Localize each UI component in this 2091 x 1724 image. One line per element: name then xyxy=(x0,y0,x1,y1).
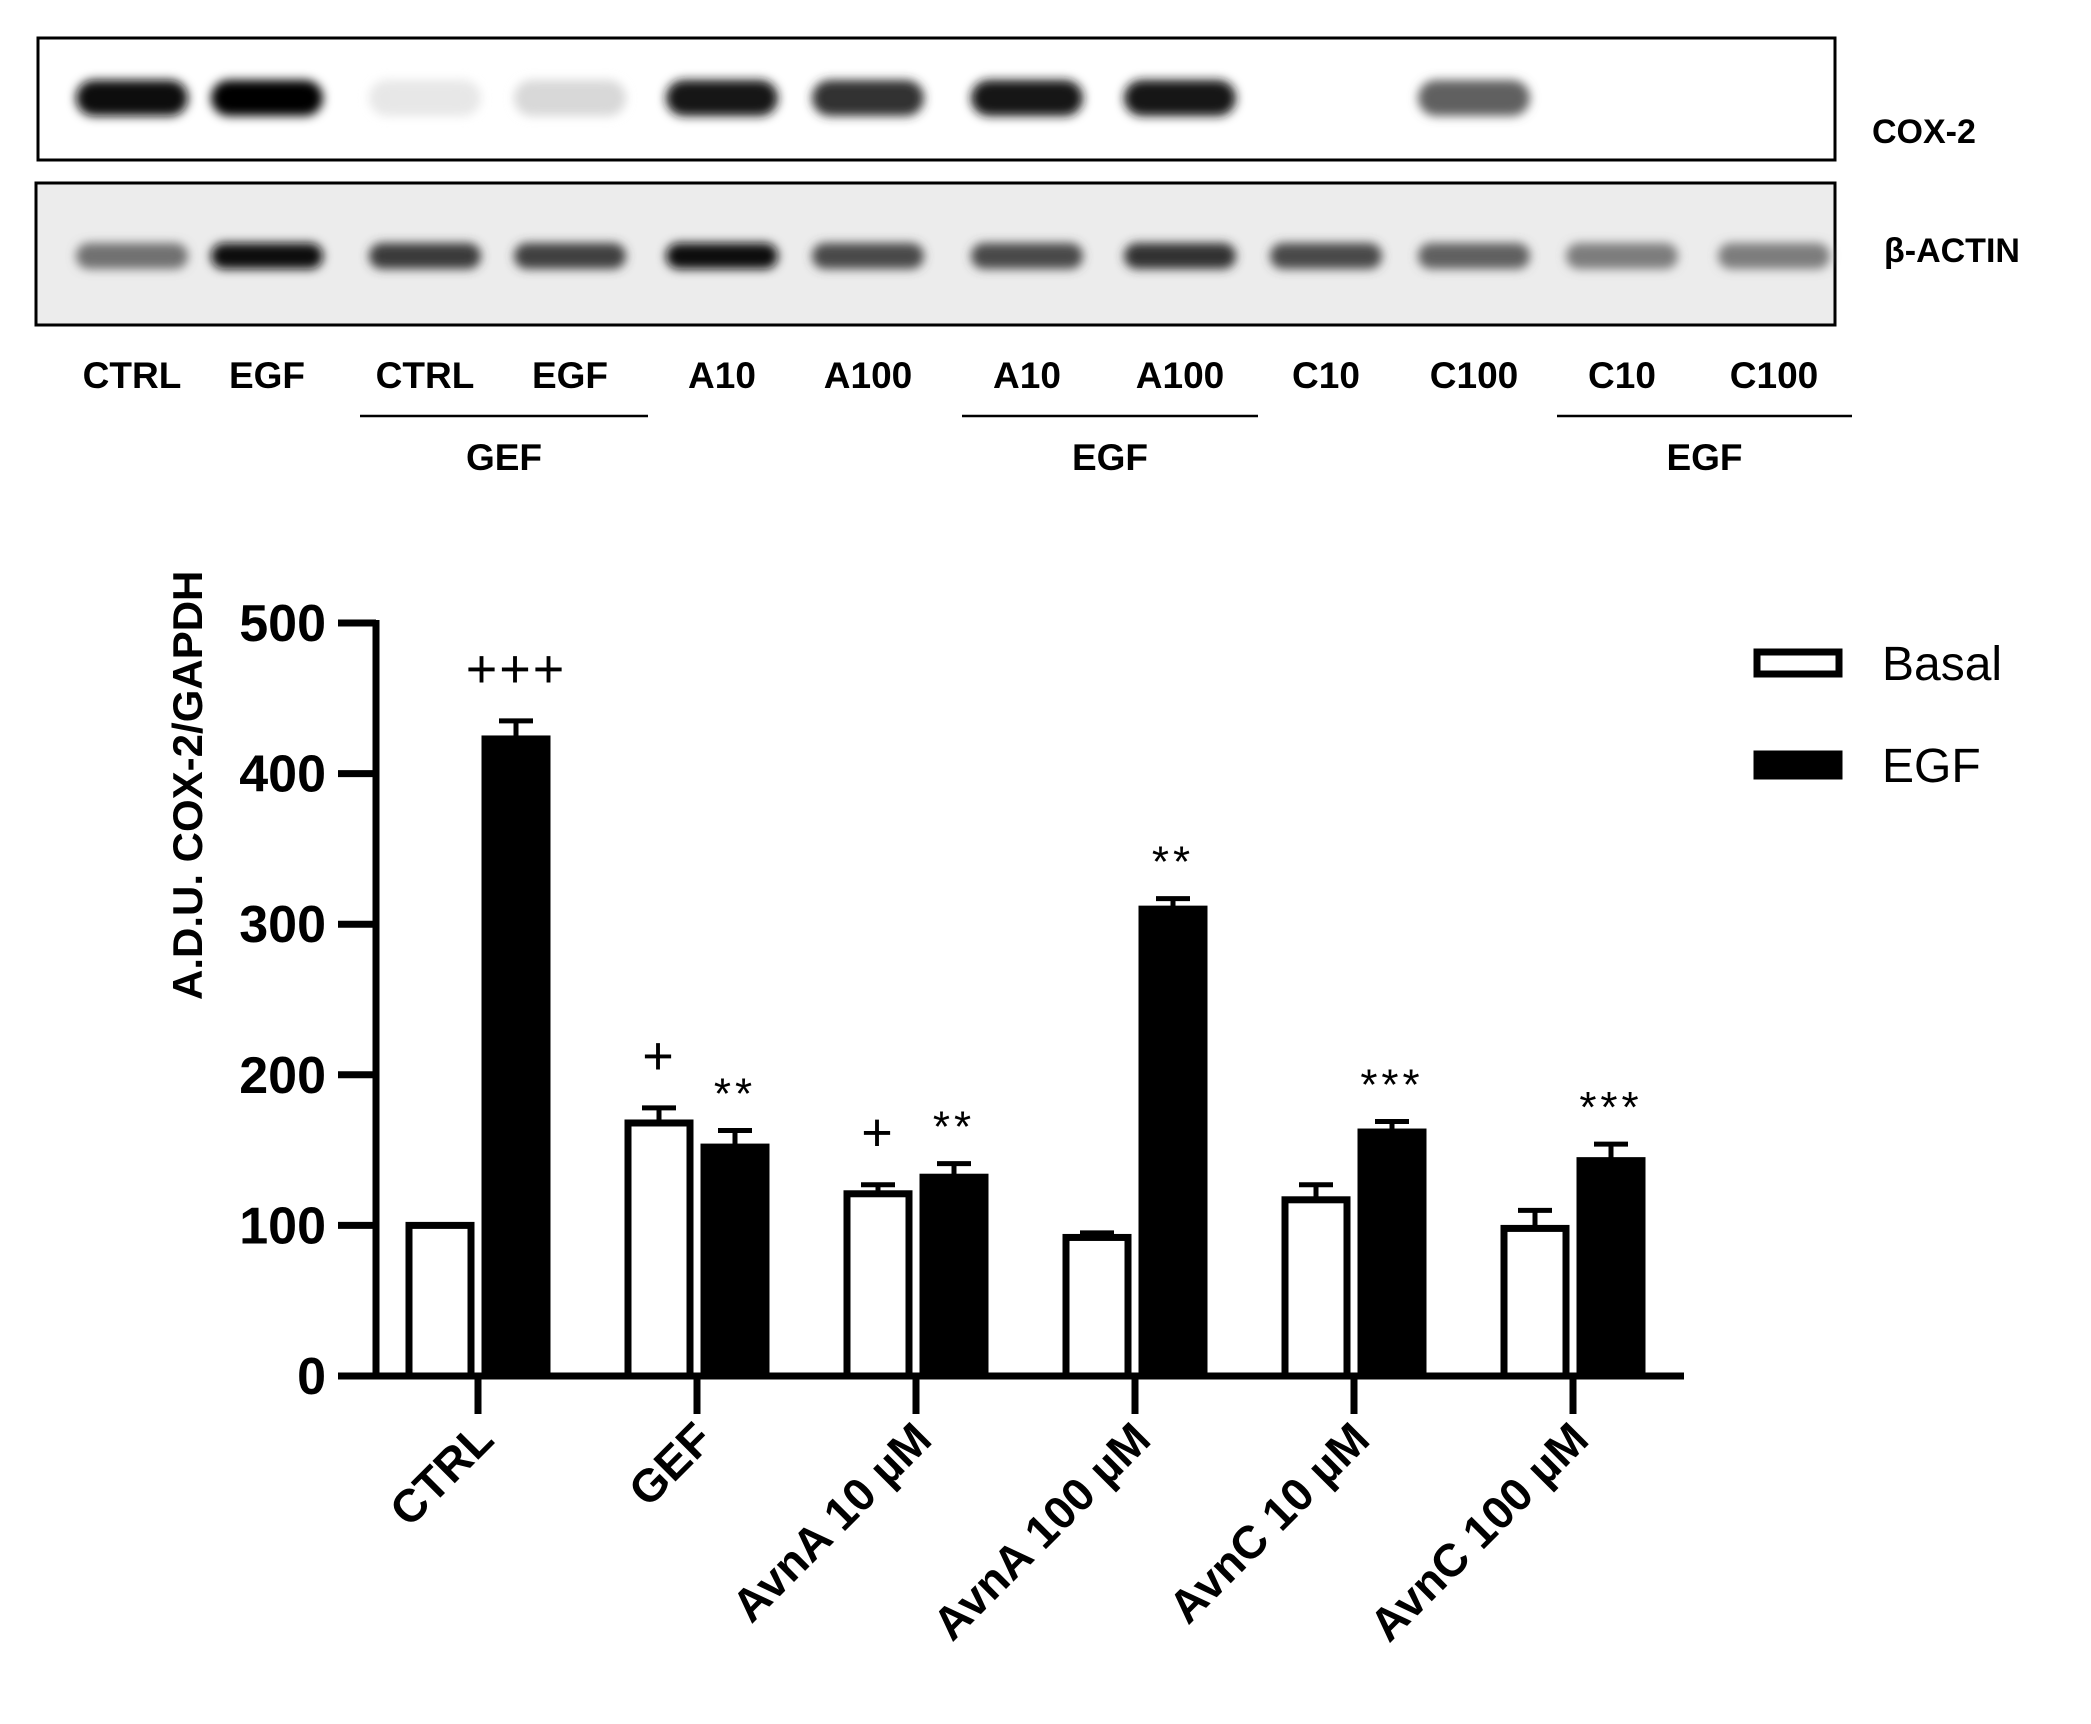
bar-egf xyxy=(1357,1128,1427,1380)
significance-label: ** xyxy=(714,1070,756,1119)
lane-label: C100 xyxy=(1730,355,1818,396)
lane-label: EGF xyxy=(229,355,305,396)
legend-label: Basal xyxy=(1882,638,2002,691)
lane-label: C10 xyxy=(1588,355,1656,396)
blot-band xyxy=(1124,243,1236,269)
bar-basal xyxy=(843,1190,913,1380)
blot-label-actin: β-ACTIN xyxy=(1884,232,2020,270)
blot-row-cox2: COX-2 xyxy=(36,36,1976,162)
blot-band xyxy=(76,243,188,269)
western-blot: COX-2 β-ACTIN CTRL EGF CTRL EGF A10 A100 A10 A1… xyxy=(34,36,2020,478)
lane-group-label: EGF xyxy=(1072,437,1148,478)
lane-group-label: EGF xyxy=(1666,437,1742,478)
y-tick-label: 100 xyxy=(239,1197,326,1255)
blot-frame-actin xyxy=(34,181,1837,327)
significance-label: ** xyxy=(933,1103,975,1152)
significance-label: +++ xyxy=(466,639,567,699)
legend-label: EGF xyxy=(1882,740,1981,793)
blot-band xyxy=(514,243,626,269)
blot-band xyxy=(666,243,778,269)
x-tick-label: AvnC 10 µM xyxy=(1158,1412,1379,1633)
lane-label: C10 xyxy=(1292,355,1360,396)
lane-label: C100 xyxy=(1430,355,1518,396)
y-tick-label: 200 xyxy=(239,1047,326,1105)
blot-band xyxy=(211,80,323,116)
blot-band xyxy=(666,80,778,116)
significance-label: *** xyxy=(1360,1060,1423,1109)
bar-basal xyxy=(624,1119,694,1380)
x-tick-label: AvnC 100 µM xyxy=(1359,1412,1598,1651)
legend: Basal EGF xyxy=(1753,638,2002,793)
lane-labels: CTRL EGF CTRL EGF A10 A100 A10 A100 C10 C100 C10 C1… xyxy=(83,355,1819,396)
blot-band xyxy=(1418,243,1530,269)
blot-band xyxy=(1418,80,1530,116)
bar-basal xyxy=(405,1221,475,1380)
blot-band xyxy=(971,80,1083,116)
lane-label: CTRL xyxy=(83,355,182,396)
blot-band xyxy=(971,243,1083,269)
legend-swatch-basal xyxy=(1753,648,1843,678)
blot-band xyxy=(369,80,481,116)
blot-band xyxy=(1718,243,1830,269)
blot-band xyxy=(514,80,626,116)
blot-label-cox2: COX-2 xyxy=(1872,113,1976,151)
blot-band xyxy=(369,243,481,269)
y-axis-label: A.D.U. COX-2/GAPDH xyxy=(164,571,211,1000)
significance-label: + xyxy=(642,1026,676,1086)
lane-label: EGF xyxy=(532,355,608,396)
blot-frame-cox2 xyxy=(36,36,1837,162)
bar-egf xyxy=(1576,1157,1646,1380)
lane-group-labels: GEF EGF EGF xyxy=(360,414,1852,478)
bar-egf xyxy=(700,1143,770,1380)
y-tick-label: 400 xyxy=(239,746,326,804)
legend-swatch-egf xyxy=(1753,750,1843,780)
lane-label: A10 xyxy=(688,355,756,396)
bar-basal xyxy=(1062,1233,1132,1380)
bar-egf xyxy=(481,735,551,1380)
y-tick-label: 0 xyxy=(297,1348,326,1406)
x-tick-label: GEF xyxy=(618,1412,722,1516)
blot-row-actin: β-ACTIN xyxy=(34,181,2020,327)
y-axis: 0 100 200 300 400 500 xyxy=(239,595,376,1406)
bars: +++++********* *** xyxy=(405,639,1646,1380)
blot-band xyxy=(1124,80,1236,116)
cox2-bands xyxy=(76,80,1530,116)
bar-basal xyxy=(1281,1196,1351,1380)
x-tick-label: AvnA 100 µM xyxy=(923,1412,1160,1649)
actin-bands xyxy=(76,243,1830,269)
blot-band xyxy=(1270,243,1382,269)
y-tick-label: 500 xyxy=(239,595,326,653)
bar-egf xyxy=(919,1173,989,1380)
blot-band xyxy=(812,80,924,116)
lane-label: A100 xyxy=(824,355,912,396)
bar-egf xyxy=(1138,905,1208,1380)
blot-band xyxy=(812,243,924,269)
blot-band xyxy=(211,243,323,269)
lane-label: A10 xyxy=(993,355,1061,396)
y-tick-label: 300 xyxy=(239,896,326,954)
significance-label: ** xyxy=(1152,838,1194,887)
blot-band xyxy=(76,80,188,116)
x-tick-label: AvnA 10 µM xyxy=(722,1412,941,1631)
blot-band xyxy=(1566,243,1678,269)
significance-label: *** xyxy=(1579,1083,1642,1132)
x-tick-label: CTRL xyxy=(380,1412,503,1535)
significance-label: + xyxy=(861,1103,895,1163)
bar-basal xyxy=(1500,1224,1570,1380)
lane-group-label: GEF xyxy=(466,437,542,478)
lane-label: CTRL xyxy=(376,355,475,396)
lane-label: A100 xyxy=(1136,355,1224,396)
